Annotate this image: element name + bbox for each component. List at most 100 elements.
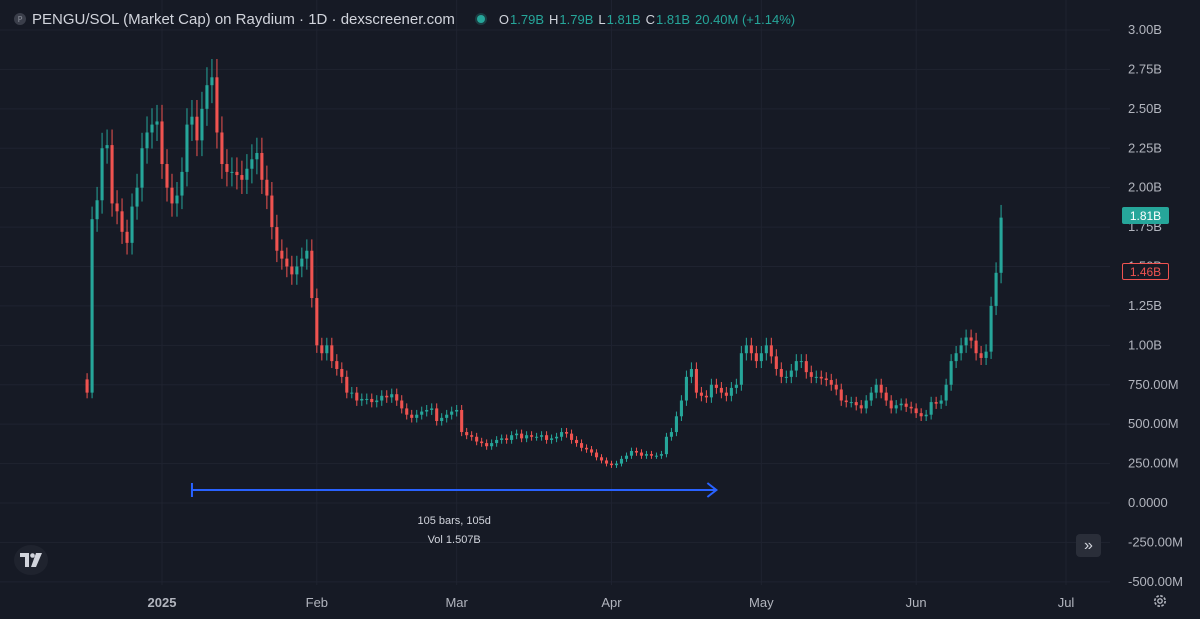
candle-body [594,452,599,458]
candle [964,329,968,353]
candle [550,434,554,444]
candle [140,132,144,202]
candle-body [639,452,644,456]
candle [500,434,504,444]
candle-body [629,450,634,456]
y-tick-label: 2.50B [1128,101,1162,116]
candle-body [245,168,249,180]
candle [779,362,783,384]
candle [250,144,254,184]
candle-body [764,345,768,354]
candle-body [175,195,179,204]
candle [794,354,798,378]
candle [180,157,184,210]
candle [255,137,259,175]
candle [589,445,594,456]
candle-body [440,417,444,422]
candle [295,255,299,285]
x-tick-label: Apr [601,595,622,610]
candle [769,337,773,364]
candle-body [495,439,499,444]
candle-body [165,164,169,188]
candle [370,393,374,408]
candle-body [659,454,663,456]
chart-title: PENGU/SOL (Market Cap) on Raydium · 1D ·… [32,10,455,28]
candle [525,431,529,443]
measure-bars-label: 105 bars, 105d [417,515,490,527]
candle [330,337,334,369]
candle-body [470,435,474,437]
candle [824,372,828,387]
candle-body [579,443,584,448]
y-tick-label: 2.75B [1128,61,1162,76]
candle-body [405,408,409,415]
candle-body [110,145,114,204]
candle [560,427,564,441]
candle-body [300,258,304,267]
candle-body [599,457,604,461]
candle [969,329,973,349]
candle [999,204,1003,284]
candle [530,431,534,441]
candle [854,396,858,411]
candle [380,390,384,406]
candle [90,206,94,399]
measure-tool[interactable]: 105 bars, 105d Vol 1.507B [190,482,719,546]
candle-body [240,175,244,180]
candle [604,457,609,467]
candle [614,460,619,468]
candle-body [445,414,449,418]
candle [465,427,469,440]
candle-body [789,370,793,377]
candle [864,395,868,414]
candle-body [589,449,594,453]
candle-body [100,148,104,201]
candle [360,393,364,406]
candle-body [739,353,743,385]
candle-body [460,409,464,433]
candle-body [120,211,124,232]
candle [540,431,544,441]
candle-body [420,411,424,415]
candle-body [679,400,683,417]
candle [874,378,878,399]
candle-body [929,402,933,415]
candle-body [520,433,524,439]
open-value: 1.79B [510,11,545,27]
symbol-badge[interactable]: P [14,13,26,25]
x-tick-label: Feb [306,595,328,610]
tradingview-logo-icon[interactable] [14,545,48,575]
candle-body [295,266,299,275]
candle-body [550,438,554,440]
candle-body [834,384,838,390]
candle-body [480,441,484,444]
low-label: L [598,11,606,27]
candle-body [350,392,354,394]
candle-body [614,463,619,466]
candle-body [664,436,668,455]
candle-body [944,384,948,401]
candle-body [130,206,134,243]
candle-body [979,353,983,358]
candle-body [370,398,374,403]
gear-icon[interactable] [1151,592,1169,610]
candle-body [709,384,713,398]
candle [455,404,459,417]
candle-body [160,121,164,165]
candle-body [285,258,289,267]
candle [849,396,853,408]
candle [420,406,424,420]
candle [235,157,239,190]
candle-body [989,305,993,352]
last-price-tag: 1.81B [1122,207,1169,224]
candle [230,157,234,187]
candle [320,337,324,361]
candle-body [385,395,389,398]
candle [220,116,224,179]
candle [565,427,569,438]
candle-body [889,400,893,409]
candle [639,449,644,459]
y-tick-label: 750.00M [1128,377,1179,392]
candle-body [145,132,149,149]
scroll-to-realtime-button[interactable]: » [1076,534,1101,557]
